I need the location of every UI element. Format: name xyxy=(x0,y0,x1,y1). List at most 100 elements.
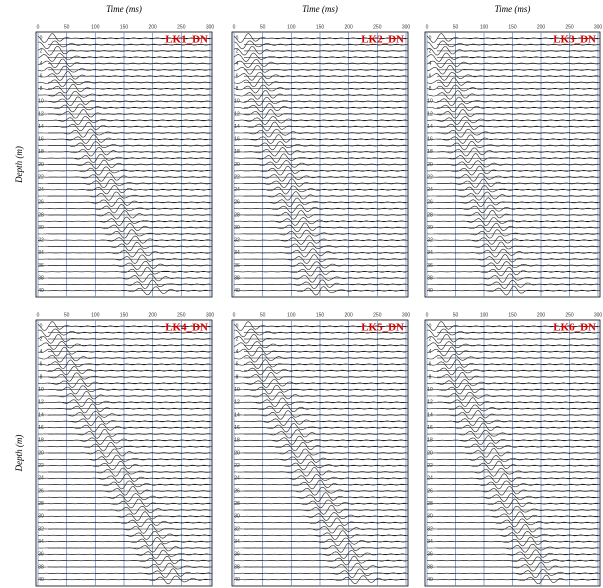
y-tick-label: 36 xyxy=(38,552,44,558)
trace xyxy=(233,33,406,43)
trace xyxy=(427,422,599,433)
trace xyxy=(37,141,211,151)
trace xyxy=(37,241,211,252)
trace xyxy=(427,455,599,464)
trace xyxy=(426,217,599,226)
y-tick-label: 4 xyxy=(236,349,239,355)
y-tick-label: 26 xyxy=(427,200,433,206)
trace xyxy=(233,341,407,350)
trace xyxy=(233,328,407,338)
trace xyxy=(426,371,599,382)
x-tick-label: 250 xyxy=(373,24,382,30)
y-tick-label: 0 xyxy=(40,36,43,42)
y-tick-label: 2 xyxy=(236,336,239,342)
x-tick-label: 200 xyxy=(344,24,353,30)
y-tick-label: 8 xyxy=(40,86,43,92)
y-tick-label: 22 xyxy=(234,174,240,180)
trace xyxy=(38,121,211,132)
trace xyxy=(426,209,599,220)
x-tick-label: 0 xyxy=(233,312,236,318)
x-tick-label: 300 xyxy=(402,24,411,30)
trace xyxy=(426,531,599,540)
trace xyxy=(427,524,599,534)
trace xyxy=(427,366,599,376)
trace xyxy=(426,498,599,509)
x-tick-label: 250 xyxy=(177,312,186,318)
y-tick-label: 26 xyxy=(38,488,44,494)
trace xyxy=(38,83,211,94)
trace xyxy=(38,454,211,464)
trace xyxy=(426,160,599,169)
trace xyxy=(233,147,407,157)
trace xyxy=(234,359,407,369)
x-tick-label: 50 xyxy=(453,24,459,30)
trace xyxy=(234,568,407,579)
y-tick-label: 34 xyxy=(38,539,44,545)
trace xyxy=(427,96,599,106)
trace xyxy=(37,210,211,220)
trace xyxy=(426,33,598,43)
trace xyxy=(233,279,407,289)
trace xyxy=(37,45,211,56)
y-tick-label: 36 xyxy=(427,263,433,269)
x-tick-label: 50 xyxy=(453,312,459,318)
x-tick-label: 0 xyxy=(426,312,429,318)
trace xyxy=(233,72,407,81)
trace xyxy=(427,172,599,182)
trace xyxy=(427,197,599,208)
trace xyxy=(233,333,407,344)
y-tick-label: 14 xyxy=(38,412,44,418)
trace xyxy=(37,346,211,357)
trace xyxy=(234,165,407,176)
trace xyxy=(233,575,407,585)
x-tick-label: 50 xyxy=(64,24,70,30)
y-tick-label: 6 xyxy=(429,73,432,79)
trace xyxy=(38,562,211,572)
trace xyxy=(233,379,407,388)
trace xyxy=(234,222,407,233)
y-tick-label: 34 xyxy=(38,250,44,256)
trace xyxy=(233,185,406,195)
trace xyxy=(37,416,211,426)
y-tick-label: 18 xyxy=(38,149,44,155)
y-tick-label: 22 xyxy=(38,463,44,469)
x-tick-label: 100 xyxy=(480,312,489,318)
trace xyxy=(37,448,211,458)
trace xyxy=(233,321,406,331)
y-tick-label: 40 xyxy=(427,288,433,294)
trace xyxy=(233,217,407,226)
trace xyxy=(233,504,407,515)
y-tick-label: 14 xyxy=(38,124,44,130)
trace xyxy=(234,235,407,245)
trace xyxy=(427,178,599,188)
trace xyxy=(426,279,599,289)
y-tick-label: 22 xyxy=(38,174,44,180)
x-tick-label: 100 xyxy=(91,24,100,30)
trace xyxy=(233,90,407,100)
x-axis-label: Time (ms) xyxy=(106,4,142,14)
y-tick-label: 22 xyxy=(427,463,433,469)
trace xyxy=(426,46,599,56)
x-tick-label: 100 xyxy=(91,312,100,318)
trace xyxy=(234,273,407,283)
trace xyxy=(37,216,211,226)
y-tick-label: 22 xyxy=(234,463,240,469)
trace xyxy=(233,474,406,483)
y-tick-label: 26 xyxy=(234,200,240,206)
trace xyxy=(38,222,211,233)
trace xyxy=(426,77,599,88)
y-tick-label: 26 xyxy=(38,200,44,206)
trace xyxy=(37,341,211,350)
trace xyxy=(37,185,210,195)
panel-title: LK5_DN xyxy=(361,322,404,334)
y-tick-label: 0 xyxy=(429,324,432,330)
trace xyxy=(234,429,407,439)
trace xyxy=(37,71,211,81)
trace xyxy=(426,493,599,502)
x-tick-label: 300 xyxy=(206,24,215,30)
y-tick-label: 36 xyxy=(234,552,240,558)
y-tick-label: 10 xyxy=(234,99,240,105)
y-tick-label: 14 xyxy=(234,412,240,418)
trace xyxy=(38,536,211,547)
trace xyxy=(38,78,211,88)
